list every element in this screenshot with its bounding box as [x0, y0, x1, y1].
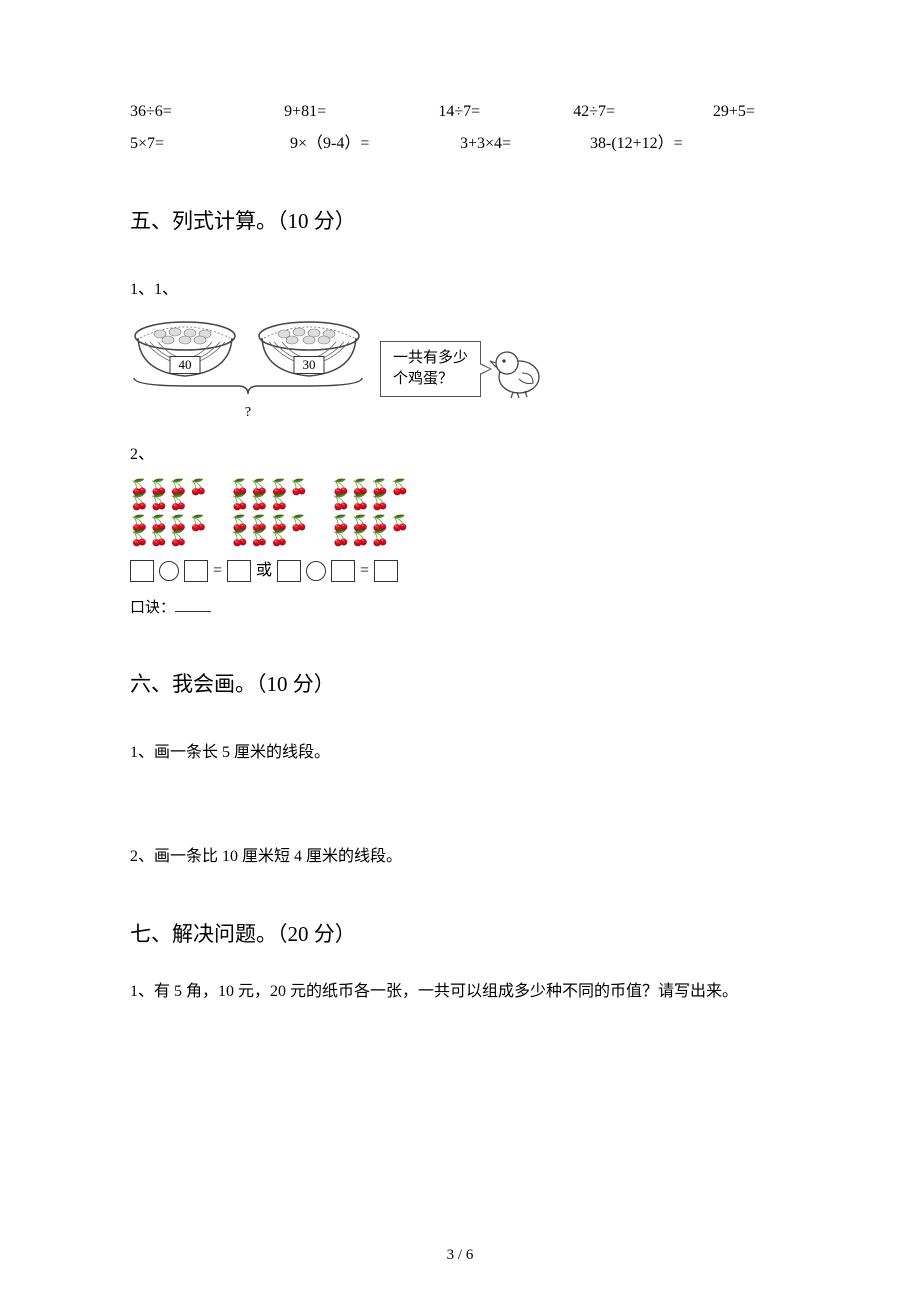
fill-equation: = 或 = — [130, 559, 790, 583]
basket-1-label: 40 — [170, 356, 201, 374]
equation: 3+3×4= — [460, 132, 590, 156]
speech-line-2: 个鸡蛋？ — [393, 369, 468, 390]
equation: 42÷7= — [573, 100, 713, 124]
cherry-group: 🍒🍒🍒🍒🍒🍒🍒 — [130, 481, 209, 511]
baskets-group: 40 — [130, 316, 366, 423]
equation: 14÷7= — [438, 100, 573, 124]
koujue-label: 口诀： — [130, 600, 175, 616]
cherry-group: 🍒🍒🍒🍒🍒🍒🍒 — [231, 517, 310, 547]
q7-1: 1、有 5 角，10 元，20 元的纸币各一张，一共可以组成多少种不同的币值？请… — [130, 978, 790, 1005]
cherry-group: 🍒🍒🍒🍒🍒🍒🍒 — [130, 517, 209, 547]
cherry-group: 🍒🍒🍒🍒🍒🍒🍒 — [331, 517, 410, 547]
brace: ? — [130, 376, 366, 423]
q5-1-number: 1、1、 — [130, 278, 790, 302]
answer-box[interactable] — [227, 560, 251, 582]
page: 36÷6= 9+81= 14÷7= 42÷7= 29+5= 5×7= 9×（9-… — [0, 0, 920, 1302]
speech-bubble: 一共有多少 个鸡蛋？ — [380, 341, 481, 397]
page-footer: 3 / 6 — [0, 1244, 920, 1267]
equation: 29+5= — [713, 100, 790, 124]
equation: 36÷6= — [130, 100, 284, 124]
q6-1: 1、画一条长 5 厘米的线段。 — [130, 741, 790, 765]
answer-box[interactable] — [130, 560, 154, 582]
equals-sign: = — [360, 559, 369, 583]
equation: 5×7= — [130, 132, 290, 156]
q5-2-figure: 🍒🍒🍒🍒🍒🍒🍒 🍒🍒🍒🍒🍒🍒🍒 🍒🍒🍒🍒🍒🍒🍒 🍒🍒🍒🍒🍒🍒🍒 🍒🍒🍒🍒🍒🍒🍒 — [130, 481, 790, 620]
operator-circle[interactable] — [159, 561, 179, 581]
operator-circle[interactable] — [306, 561, 326, 581]
cherry-grid: 🍒🍒🍒🍒🍒🍒🍒 🍒🍒🍒🍒🍒🍒🍒 🍒🍒🍒🍒🍒🍒🍒 🍒🍒🍒🍒🍒🍒🍒 🍒🍒🍒🍒🍒🍒🍒 — [130, 481, 790, 553]
section-5-title: 五、列式计算。（10 分） — [130, 206, 790, 238]
answer-box[interactable] — [277, 560, 301, 582]
speech-group: 一共有多少 个鸡蛋？ — [380, 339, 549, 399]
speech-line-1: 一共有多少 — [393, 348, 468, 369]
basket-2: 30 — [254, 316, 364, 380]
answer-box[interactable] — [374, 560, 398, 582]
cherry-group: 🍒🍒🍒🍒🍒🍒🍒 — [231, 481, 310, 511]
q5-1-figure: 40 — [130, 316, 790, 423]
q5-2-number: 2、 — [130, 443, 790, 467]
cherry-group: 🍒🍒🍒🍒🍒🍒🍒 — [331, 481, 410, 511]
koujue-blank[interactable] — [175, 611, 211, 612]
equations-block: 36÷6= 9+81= 14÷7= 42÷7= 29+5= 5×7= 9×（9-… — [130, 100, 790, 156]
equation: 9×（9-4）= — [290, 132, 460, 156]
brace-question-mark: ? — [130, 402, 366, 423]
basket-1: 40 — [130, 316, 240, 380]
equation: 38-(12+12）= — [590, 132, 750, 156]
q6-2: 2、画一条比 10 厘米短 4 厘米的线段。 — [130, 845, 790, 869]
chick-icon — [489, 339, 549, 399]
equation-row-2: 5×7= 9×（9-4）= 3+3×4= 38-(12+12）= — [130, 132, 790, 156]
equals-sign: = — [213, 559, 222, 583]
equation-row-1: 36÷6= 9+81= 14÷7= 42÷7= 29+5= — [130, 100, 790, 124]
koujue-line: 口诀： — [130, 597, 790, 620]
equation: 9+81= — [284, 100, 438, 124]
section-7-title: 七、解决问题。（20 分） — [130, 919, 790, 951]
or-text: 或 — [256, 559, 272, 583]
basket-2-label: 30 — [294, 356, 325, 374]
answer-box[interactable] — [184, 560, 208, 582]
answer-box[interactable] — [331, 560, 355, 582]
section-6-title: 六、我会画。（10 分） — [130, 669, 790, 701]
